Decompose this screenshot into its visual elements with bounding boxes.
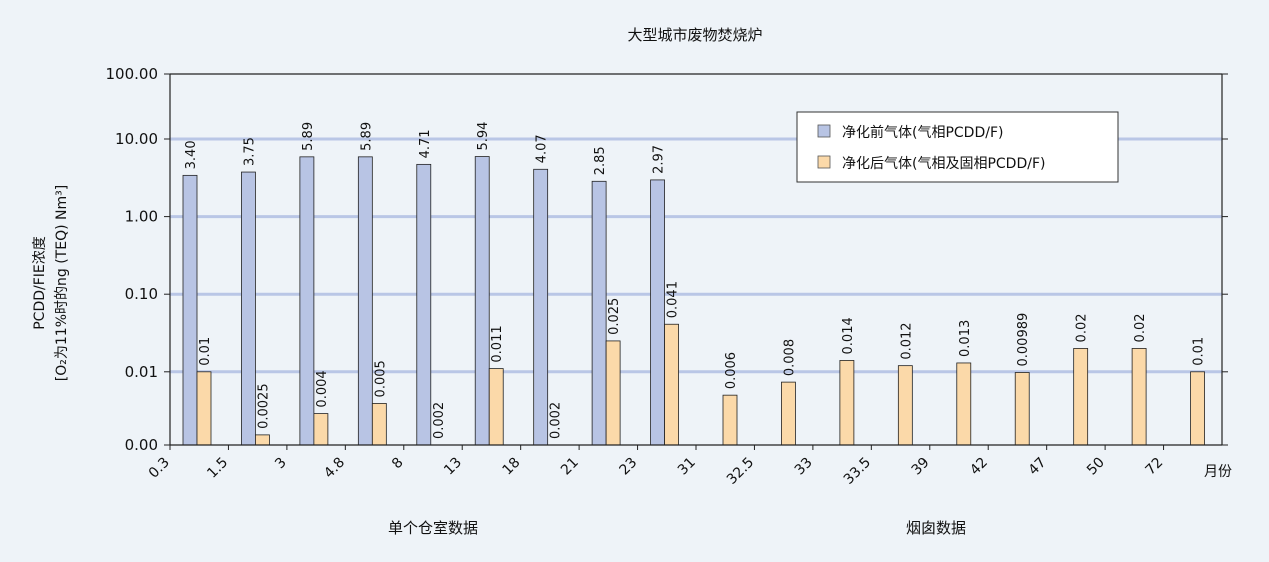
bar — [416, 163, 432, 446]
bar — [533, 168, 549, 446]
bar-data-labels: 3.40 3.75 5.89 5.89 4.71 5.94 4.07 2.85 2.97 0.01… — [184, 122, 1207, 439]
bar — [1190, 371, 1205, 446]
bar — [1073, 348, 1089, 446]
bar-data-label: 0.013 — [958, 320, 973, 357]
bar — [897, 365, 913, 446]
bar-data-label: 3.40 — [184, 140, 199, 169]
bar-data-label: 0.004 — [315, 370, 330, 407]
x-tick-label: 50 — [1084, 455, 1108, 479]
bar — [1014, 372, 1030, 446]
bar — [605, 340, 621, 446]
y-tick-label: 100.00 — [106, 65, 159, 83]
x-tick-label: 1.5 — [204, 455, 231, 482]
legend-label-before: 净化前气体(气相PCDD/F) — [842, 124, 1003, 141]
bar-data-label: 0.0025 — [256, 383, 271, 429]
bar — [299, 156, 315, 446]
bar-data-label: 0.01 — [1192, 337, 1207, 366]
x-tick-label: 47 — [1026, 455, 1050, 479]
bar-data-label: 0.002 — [549, 402, 564, 439]
bars — [182, 156, 1205, 446]
bar-data-label: 2.85 — [593, 146, 608, 175]
bar — [839, 360, 855, 446]
y-tick-label: 1.00 — [125, 208, 158, 226]
bar — [371, 403, 387, 446]
bar-data-label: 0.00989 — [1016, 313, 1031, 367]
bar — [722, 394, 738, 446]
x-tick-label: 8 — [389, 455, 407, 473]
bar — [196, 371, 212, 446]
y-tick-label: 10.00 — [115, 130, 158, 148]
bar — [488, 368, 504, 446]
x-tick-label: 42 — [967, 455, 991, 479]
bar-data-label: 3.75 — [242, 137, 257, 166]
legend: 净化前气体(气相PCDD/F) 净化后气体(气相及固相PCDD/F) — [796, 111, 1119, 183]
bar — [956, 362, 972, 446]
y-tick-label: 0.01 — [125, 363, 158, 381]
x-tick-label: 33.5 — [841, 455, 874, 488]
bar-data-label: 0.011 — [490, 325, 505, 362]
x-tick-label: 31 — [675, 455, 699, 479]
x-tick-label: 18 — [500, 455, 524, 479]
chart-title: 大型城市废物焚烧炉 — [627, 26, 762, 44]
bar — [1131, 348, 1147, 446]
bar — [313, 413, 329, 446]
y-axis-label-line2: [O₂为11%时的ng (TEQ) Nm³] — [54, 185, 70, 381]
bar-data-label: 0.02 — [1133, 313, 1148, 342]
x-tick-label: 33 — [792, 455, 816, 479]
bar — [255, 434, 270, 446]
bar — [650, 179, 665, 446]
x-tick-labels: 0.3 1.5 3 4.8 8 13 18 21 23 31 32.5 33 33.5 39 42 47 50 7… — [146, 455, 1167, 488]
bar — [781, 381, 796, 446]
bar-data-label: 0.02 — [1075, 313, 1090, 342]
x-tick-label: 23 — [616, 455, 640, 479]
bar — [591, 180, 607, 446]
bar — [241, 171, 256, 446]
bar-data-label: 0.01 — [198, 337, 213, 366]
bar-data-label: 0.012 — [899, 322, 914, 359]
bar-data-label: 5.89 — [359, 122, 374, 151]
bar-data-label: 2.97 — [652, 145, 667, 174]
x-tick-label: 21 — [558, 455, 582, 479]
x-tick-label: 32.5 — [724, 455, 757, 488]
bar-data-label: 4.07 — [535, 134, 550, 163]
x-tick-label: 39 — [909, 455, 933, 479]
bar-data-label: 5.89 — [301, 122, 316, 151]
y-axis-label: PCDD/FIE浓度 [O₂为11%时的ng (TEQ) Nm³] — [32, 185, 70, 381]
bar-data-label: 0.008 — [782, 339, 797, 376]
x-tick-label: 0.3 — [146, 455, 173, 482]
group-label-chamber: 单个仓室数据 — [388, 519, 478, 537]
legend-box — [796, 111, 1119, 183]
bar-data-label: 0.006 — [724, 352, 739, 389]
bar-data-label: 0.014 — [841, 317, 856, 354]
y-tick-label: 0.00 — [125, 436, 158, 454]
plot-frame — [164, 73, 1228, 450]
bar — [474, 156, 490, 446]
bar-data-label: 0.002 — [432, 402, 447, 439]
bar-data-label: 5.94 — [476, 122, 491, 151]
legend-label-after: 净化后气体(气相及固相PCDD/F) — [842, 156, 1045, 172]
x-tick-label: 4.8 — [321, 455, 348, 482]
group-label-stack: 烟囱数据 — [906, 519, 966, 537]
x-tick-label: 13 — [441, 455, 465, 479]
legend-swatch-after — [817, 155, 831, 169]
bar — [182, 174, 198, 446]
y-tick-label: 0.10 — [125, 285, 158, 303]
x-tick-label: 72 — [1142, 455, 1166, 479]
bar — [357, 156, 373, 446]
y-axis-label-line1: PCDD/FIE浓度 — [32, 236, 48, 330]
bar — [664, 323, 679, 446]
x-tick-label: 3 — [272, 455, 290, 473]
x-axis-unit: 月份 — [1204, 464, 1232, 480]
bar-data-label: 0.041 — [666, 281, 681, 318]
bar-data-label: 0.025 — [607, 298, 622, 335]
bar-data-label: 0.005 — [373, 360, 388, 397]
legend-swatch-before — [817, 124, 831, 138]
bar-data-label: 4.71 — [418, 129, 433, 158]
y-tick-labels: 100.00 10.00 1.00 0.10 0.01 0.00 — [106, 65, 159, 454]
